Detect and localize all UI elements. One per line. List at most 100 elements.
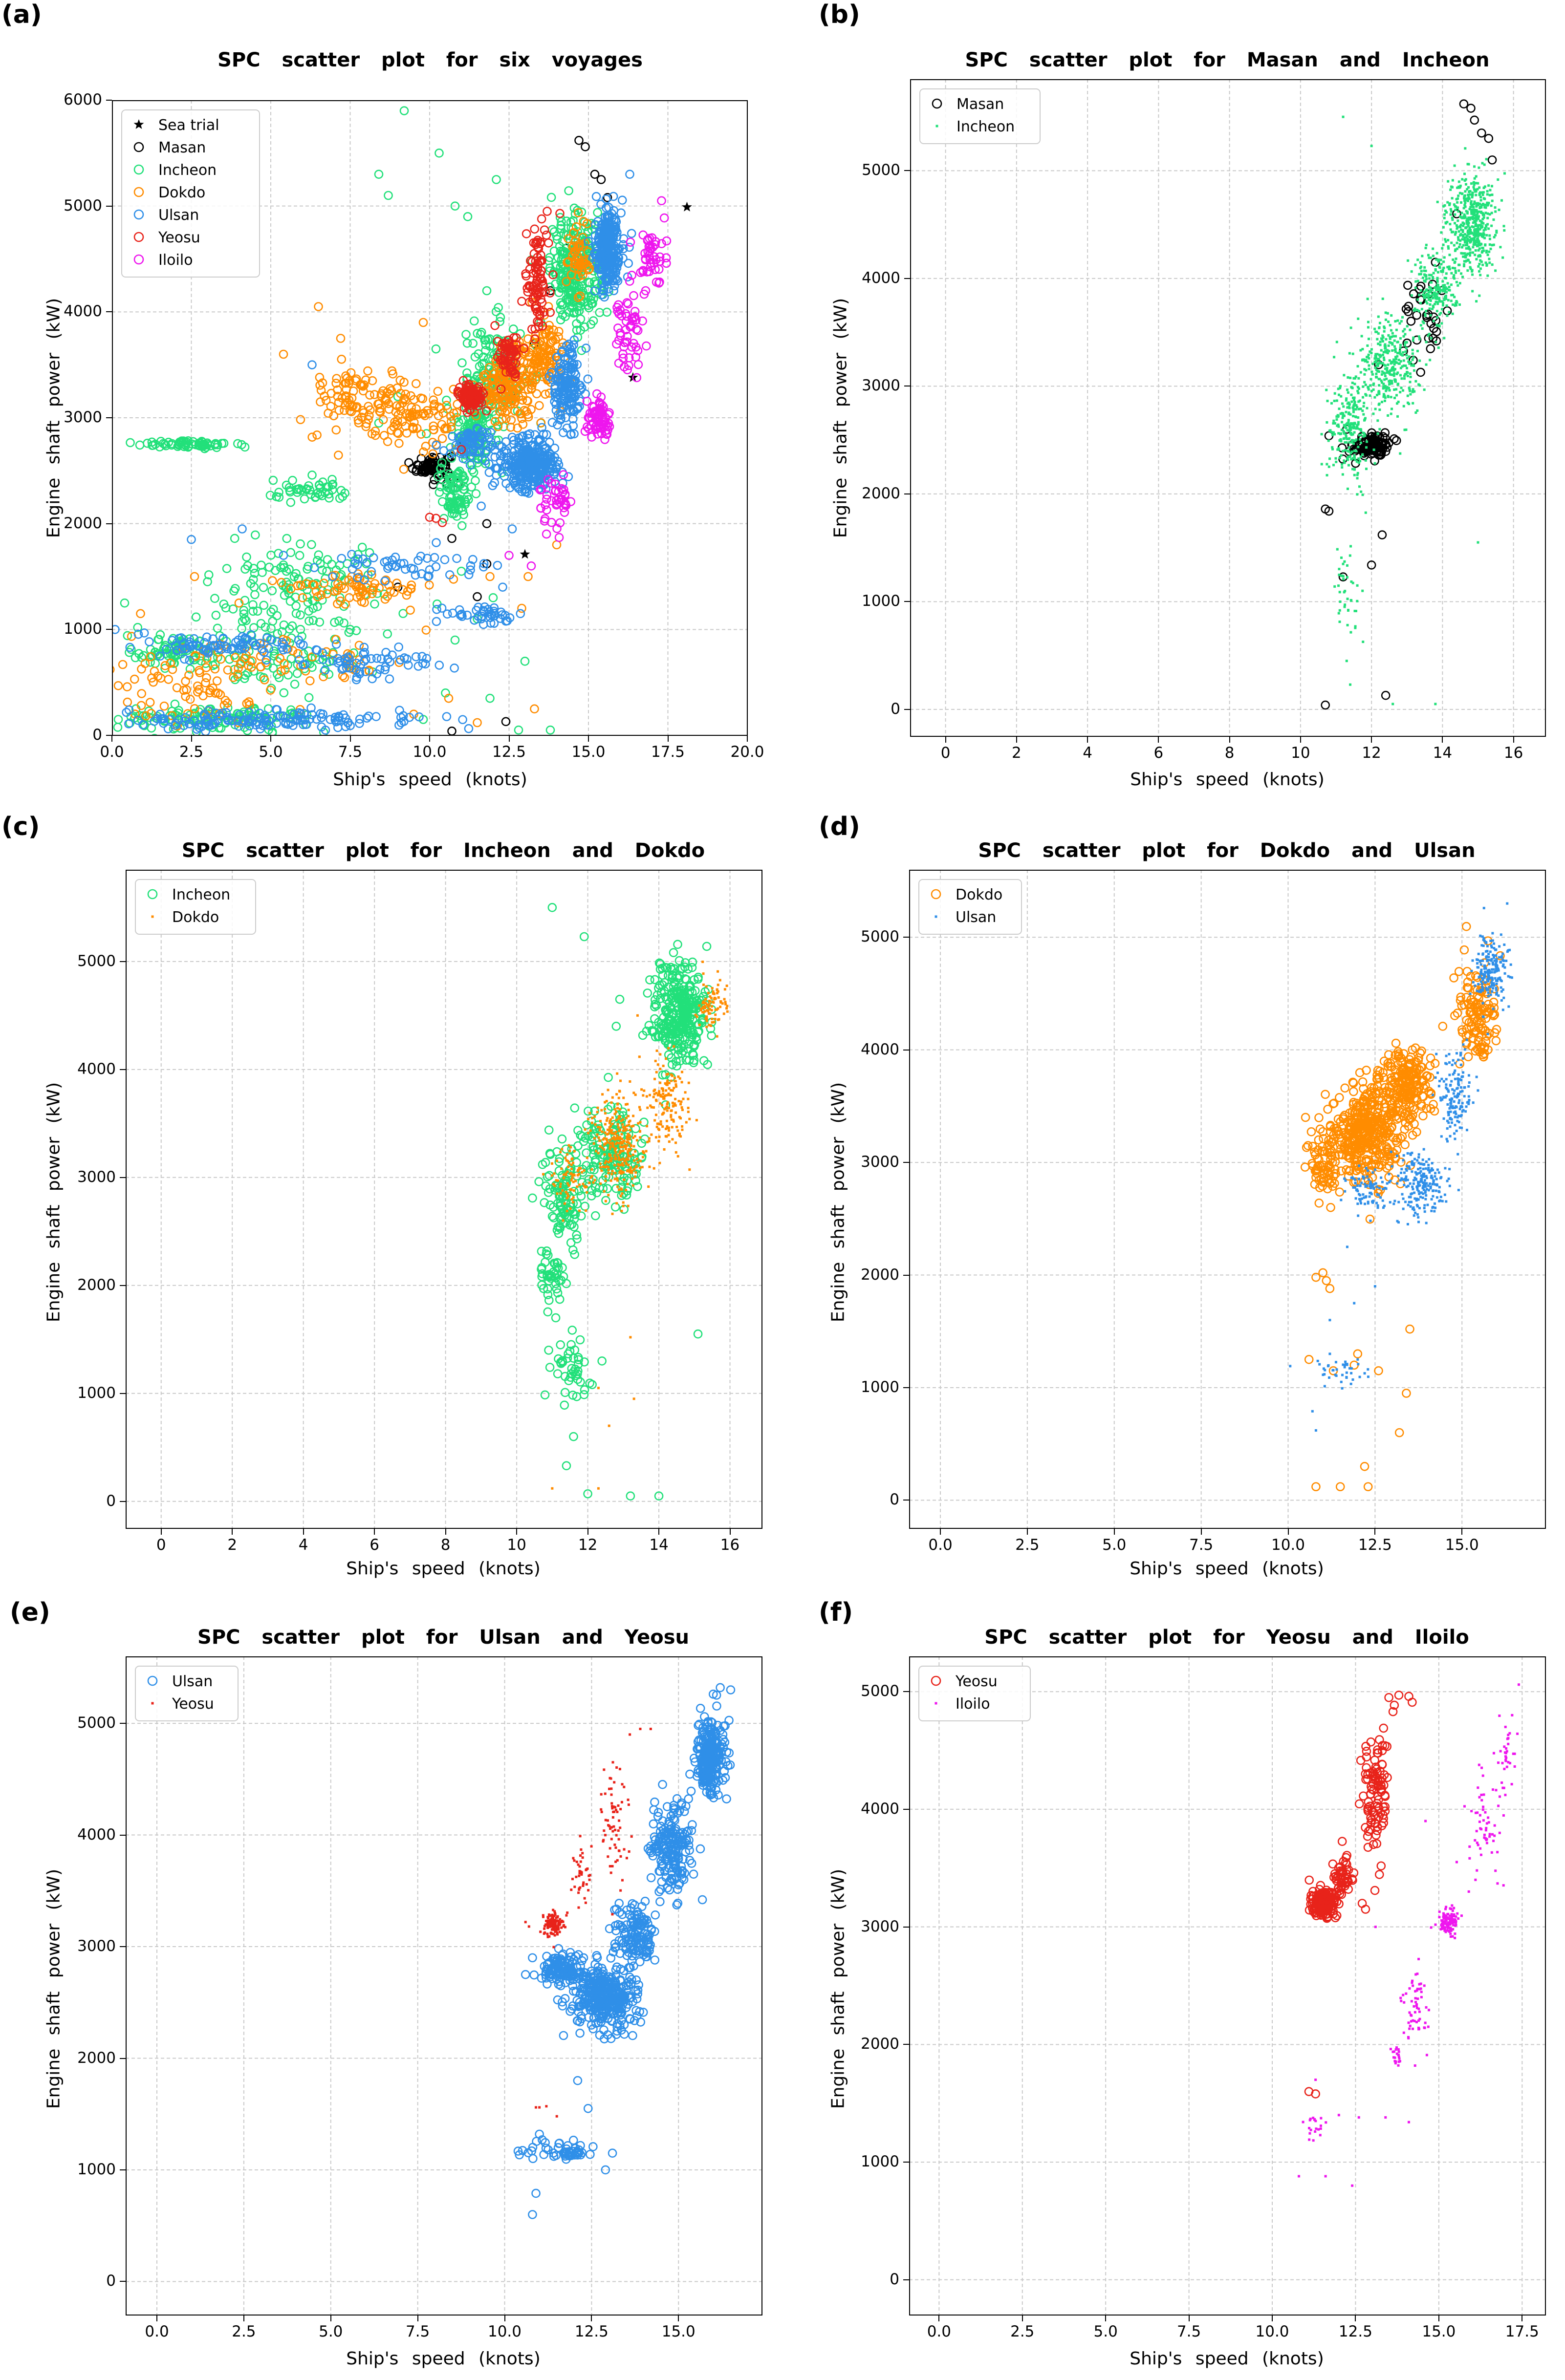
point-marker bbox=[1470, 216, 1473, 219]
point-marker bbox=[402, 590, 412, 600]
panel-b-label: (b) bbox=[819, 0, 860, 29]
point-marker bbox=[1432, 247, 1435, 250]
point-marker bbox=[374, 170, 384, 179]
point-marker bbox=[446, 411, 456, 421]
point-marker bbox=[1391, 349, 1394, 352]
point-marker bbox=[1338, 407, 1341, 410]
point-marker bbox=[558, 236, 567, 246]
point-marker bbox=[1387, 344, 1390, 347]
point-marker bbox=[1354, 375, 1357, 378]
point-marker bbox=[1447, 180, 1450, 183]
point-marker bbox=[1363, 381, 1366, 384]
point-marker bbox=[1389, 373, 1392, 376]
point-marker bbox=[1457, 230, 1460, 233]
point-marker bbox=[321, 396, 331, 405]
point-marker bbox=[1383, 394, 1386, 397]
point-marker bbox=[1491, 185, 1494, 188]
point-marker bbox=[1326, 421, 1328, 424]
point-marker bbox=[1451, 197, 1454, 200]
point-marker bbox=[473, 592, 482, 601]
point-marker bbox=[1351, 386, 1354, 389]
point-marker bbox=[1384, 318, 1387, 321]
point-marker bbox=[1338, 456, 1341, 459]
point-marker bbox=[1361, 348, 1364, 351]
point-marker bbox=[1364, 511, 1367, 514]
point-marker bbox=[1375, 330, 1378, 333]
point-marker bbox=[1374, 407, 1377, 410]
point-marker bbox=[201, 663, 211, 672]
point-marker bbox=[1349, 326, 1352, 329]
point-marker bbox=[1372, 448, 1375, 451]
point-marker bbox=[1466, 188, 1469, 191]
point-marker bbox=[522, 396, 532, 406]
point-marker bbox=[1387, 414, 1390, 417]
point-marker bbox=[1480, 211, 1483, 214]
point-marker bbox=[146, 658, 155, 667]
point-marker bbox=[462, 492, 472, 502]
point-marker bbox=[1486, 274, 1489, 277]
point-marker bbox=[1379, 362, 1382, 365]
point-marker bbox=[239, 609, 249, 619]
point-marker bbox=[356, 591, 366, 601]
point-marker bbox=[1436, 316, 1439, 319]
point-marker bbox=[1360, 335, 1363, 338]
point-marker bbox=[436, 463, 446, 473]
point-marker bbox=[1369, 394, 1371, 397]
point-marker bbox=[1366, 407, 1369, 409]
point-marker bbox=[276, 666, 286, 676]
point-marker bbox=[522, 229, 531, 238]
point-marker bbox=[300, 494, 309, 504]
point-marker bbox=[1458, 246, 1461, 249]
point-marker bbox=[1458, 192, 1461, 194]
point-marker bbox=[478, 371, 488, 381]
point-marker bbox=[329, 411, 339, 421]
point-marker bbox=[1383, 326, 1386, 329]
point-marker bbox=[429, 395, 438, 405]
point-marker bbox=[1411, 358, 1414, 361]
point-marker bbox=[1402, 335, 1405, 338]
point-marker bbox=[1479, 224, 1482, 227]
point-marker bbox=[1488, 261, 1491, 264]
point-marker bbox=[569, 307, 579, 317]
point-marker bbox=[1478, 210, 1480, 213]
point-marker bbox=[1393, 345, 1396, 348]
point-marker bbox=[482, 286, 492, 296]
point-marker bbox=[1396, 341, 1399, 343]
point-marker bbox=[1469, 232, 1472, 235]
point-marker bbox=[385, 674, 394, 684]
point-marker bbox=[1473, 231, 1476, 234]
point-marker bbox=[265, 686, 275, 695]
point-marker bbox=[416, 429, 426, 439]
point-marker bbox=[315, 483, 325, 493]
point-marker bbox=[540, 225, 549, 235]
point-marker bbox=[1381, 690, 1391, 700]
point-marker bbox=[1364, 384, 1367, 386]
point-marker bbox=[364, 711, 373, 721]
point-marker bbox=[418, 394, 428, 404]
point-marker bbox=[433, 386, 443, 396]
legend-label: Iloilo bbox=[158, 252, 193, 269]
point-marker bbox=[1409, 381, 1412, 384]
point-marker bbox=[1330, 402, 1333, 405]
point-marker bbox=[113, 715, 123, 724]
point-marker bbox=[319, 579, 329, 588]
point-marker bbox=[577, 346, 587, 355]
point-marker bbox=[1363, 419, 1366, 422]
point-marker bbox=[412, 379, 421, 388]
point-marker bbox=[459, 510, 468, 519]
point-marker bbox=[1413, 369, 1415, 372]
point-marker bbox=[305, 676, 315, 686]
point-marker bbox=[1502, 225, 1505, 228]
point-marker bbox=[1335, 341, 1338, 343]
point-marker bbox=[506, 415, 516, 425]
point-marker bbox=[1382, 336, 1385, 339]
point-marker bbox=[1378, 370, 1381, 373]
point-marker bbox=[1489, 247, 1492, 250]
point-marker bbox=[357, 542, 367, 552]
point-marker bbox=[442, 609, 452, 619]
point-marker bbox=[1490, 224, 1493, 227]
point-marker bbox=[456, 566, 466, 576]
point-marker bbox=[1358, 438, 1361, 441]
point-marker bbox=[526, 365, 536, 374]
point-marker bbox=[1379, 343, 1382, 346]
